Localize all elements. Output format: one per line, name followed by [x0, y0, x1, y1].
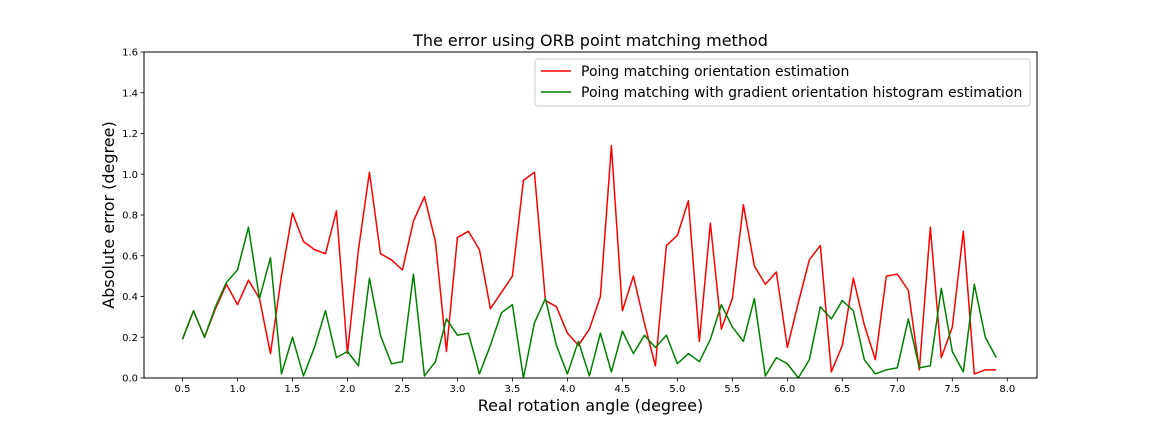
chart-title: The error using ORB point matching metho… — [412, 31, 768, 50]
x-tick-label: 5.0 — [669, 384, 685, 395]
x-tick-label: 1.5 — [285, 384, 301, 395]
y-tick-label: 0.4 — [122, 292, 138, 303]
y-tick-label: 1.0 — [122, 170, 138, 181]
y-tick-label: 0.2 — [122, 333, 138, 344]
y-axis-ticks: 0.0 0.2 0.4 0.6 0.8 1.0 1.2 1.4 1.6 — [122, 48, 144, 385]
x-tick-label: 6.0 — [779, 384, 795, 395]
x-tick-label: 5.5 — [724, 384, 740, 395]
x-tick-label: 4.0 — [559, 384, 575, 395]
y-tick-label: 0.8 — [122, 211, 138, 222]
x-tick-label: 2.5 — [394, 384, 410, 395]
x-axis-label: Real rotation angle (degree) — [478, 396, 703, 415]
y-tick-label: 0.0 — [122, 374, 138, 385]
x-tick-label: 3.0 — [449, 384, 465, 395]
x-tick-label: 2.0 — [340, 384, 356, 395]
y-axis-label: Absolute error (degree) — [99, 121, 118, 308]
y-tick-label: 1.4 — [122, 88, 138, 99]
x-tick-label: 4.5 — [614, 384, 630, 395]
plot-frame — [143, 51, 1038, 379]
x-axis-ticks: 0.5 1.0 1.5 2.0 2.5 3.0 3.5 4.0 4.5 5.0 5.5 6.0 6.5 7… — [175, 378, 1015, 395]
x-tick-label: 3.5 — [504, 384, 520, 395]
x-tick-label: 7.5 — [944, 384, 960, 395]
y-tick-label: 1.6 — [122, 48, 138, 59]
x-tick-label: 0.5 — [175, 384, 191, 395]
x-tick-label: 7.0 — [889, 384, 905, 395]
x-tick-label: 1.0 — [230, 384, 246, 395]
legend-label-green: Poing matching with gradient orientation… — [581, 85, 1022, 101]
x-tick-label: 8.0 — [999, 384, 1015, 395]
series-line-0 — [181, 144, 997, 375]
y-tick-label: 0.6 — [122, 251, 138, 262]
series-line-1 — [181, 226, 997, 379]
legend-label-red: Poing matching orientation estimation — [581, 64, 849, 80]
plot-lines — [181, 144, 997, 379]
legend-box — [534, 58, 1031, 107]
y-tick-label: 1.2 — [122, 129, 138, 140]
legend: Poing matching orientation estimation Po… — [534, 58, 1031, 107]
x-tick-label: 6.5 — [834, 384, 850, 395]
